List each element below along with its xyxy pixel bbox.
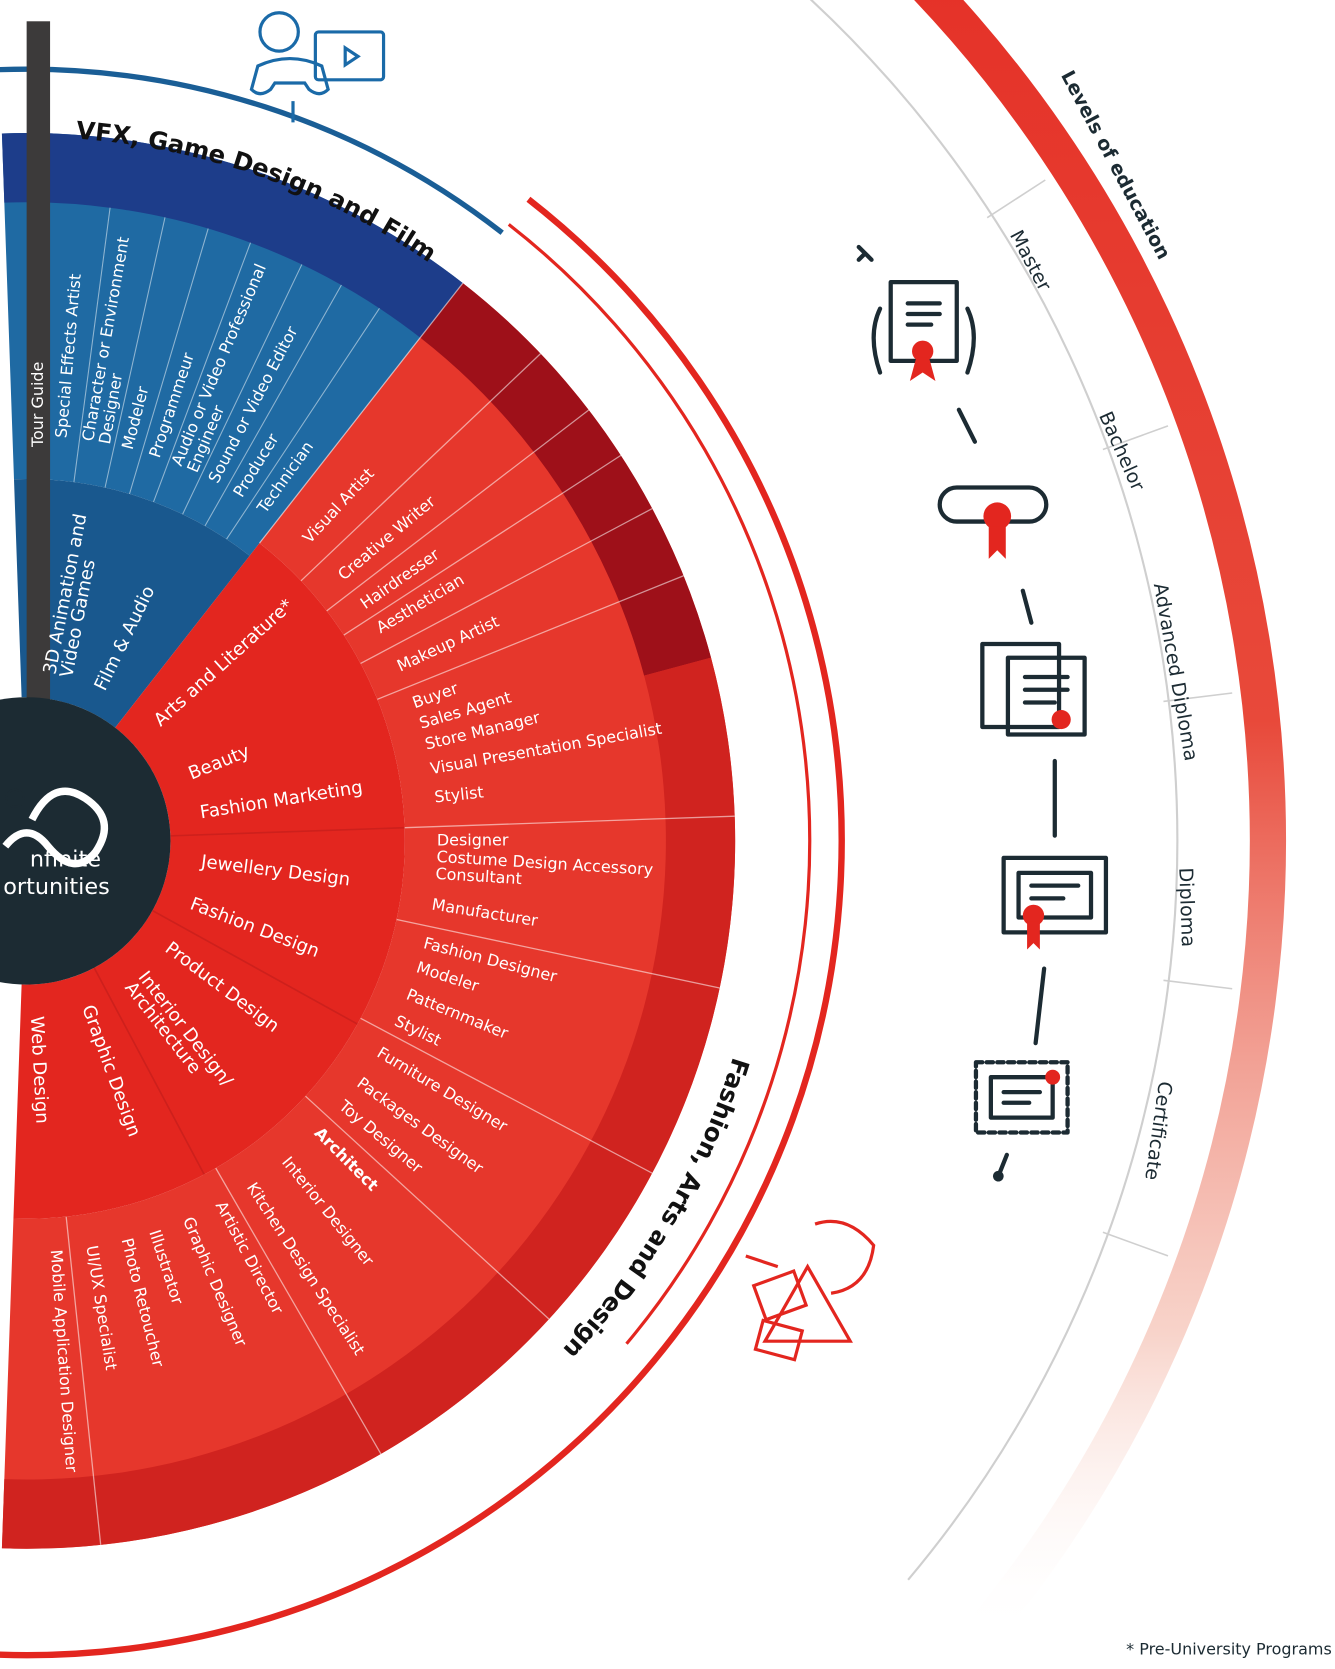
game-film-icon (251, 13, 383, 123)
footnote: * Pre-University Programs (1126, 1639, 1332, 1658)
level-label: Diploma (1174, 867, 1200, 947)
level-divider (987, 180, 1045, 218)
side-label: Tour Guide (28, 362, 47, 448)
page: { "center": {"line1": "nfinite", "line2"… (0, 0, 1335, 1669)
background-shapes (0, 0, 1268, 1655)
design-icon (746, 1221, 874, 1359)
education-icons (859, 247, 1106, 1182)
center-label: nfinite (30, 847, 101, 873)
level-divider (1163, 980, 1232, 988)
level-label: Advanced Diploma (1149, 581, 1203, 763)
center-label: ortunities (3, 874, 110, 900)
level-divider (1103, 1232, 1168, 1256)
infographic: Special Effects ArtistCharacter or Envir… (0, 0, 1335, 1669)
level-label: Bachelor (1094, 408, 1149, 494)
level-label: Certificate (1140, 1080, 1177, 1182)
level-label: Master (1005, 226, 1056, 295)
